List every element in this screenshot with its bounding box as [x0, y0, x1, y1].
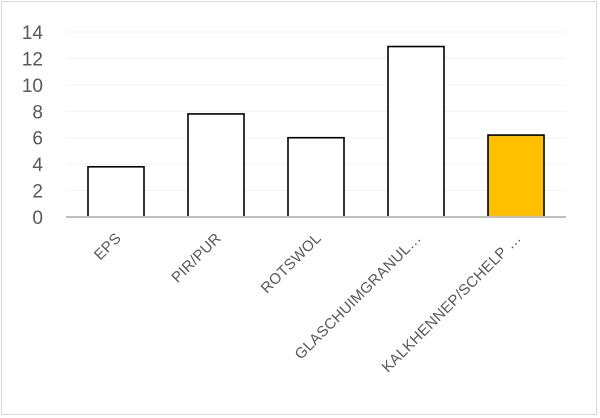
y-tick-label: 12: [22, 49, 43, 70]
bar-rotswol: [287, 136, 345, 218]
bar-pir-pur: [187, 113, 245, 218]
x-tick-label: EPS: [91, 230, 125, 264]
y-tick-label: 14: [22, 23, 44, 44]
gridlines: [66, 31, 566, 192]
y-tick-label: 0: [32, 208, 43, 229]
x-tick-label: PIR/PUR: [168, 230, 225, 287]
bar-eps: [87, 165, 145, 218]
y-tick-label: 8: [32, 102, 43, 123]
y-tick-label: 10: [22, 76, 43, 97]
x-tick-label: ROTSWOL: [258, 230, 325, 297]
y-tick-label: 2: [32, 182, 43, 203]
y-tick-label: 6: [32, 129, 43, 150]
bar-kalkhennep-schelp: [487, 134, 545, 218]
y-tick-label: 4: [32, 155, 43, 176]
bars: [87, 45, 545, 218]
bar-glaschuimgranul: [387, 45, 445, 218]
